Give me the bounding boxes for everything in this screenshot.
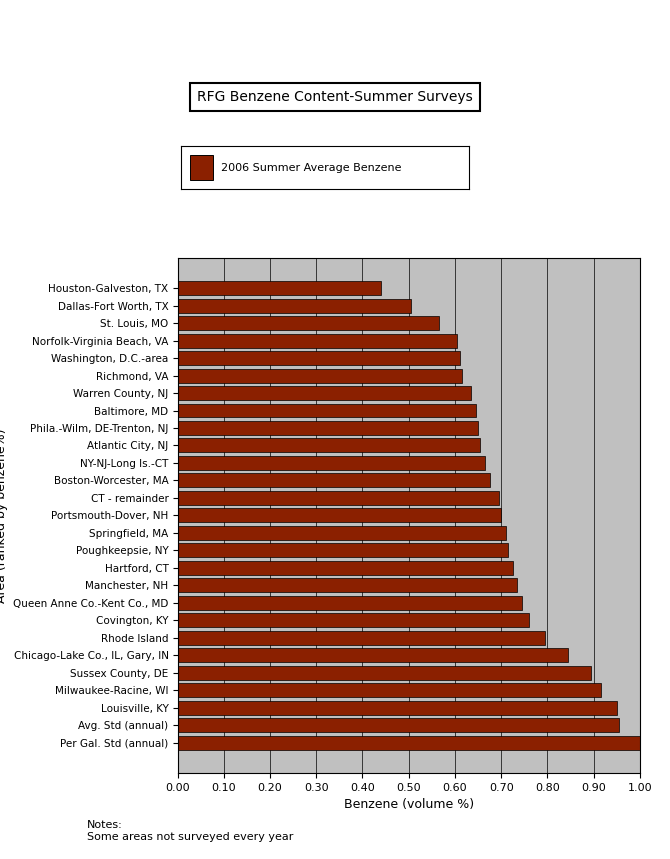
Bar bbox=[178, 316, 439, 330]
Bar bbox=[178, 281, 381, 295]
Bar bbox=[178, 351, 460, 365]
FancyBboxPatch shape bbox=[190, 155, 212, 180]
Bar bbox=[178, 718, 619, 732]
Bar bbox=[178, 613, 529, 627]
Text: 2006 Summer Average Benzene: 2006 Summer Average Benzene bbox=[221, 162, 402, 173]
Bar bbox=[178, 473, 490, 487]
Bar bbox=[178, 404, 476, 417]
Text: Notes:
Some areas not surveyed every year: Notes: Some areas not surveyed every yea… bbox=[87, 820, 293, 842]
Bar bbox=[178, 333, 457, 348]
Bar bbox=[178, 735, 640, 750]
Bar bbox=[178, 596, 522, 610]
Bar bbox=[178, 369, 462, 382]
Bar bbox=[178, 299, 411, 313]
Bar bbox=[178, 649, 568, 662]
Bar bbox=[178, 386, 471, 400]
Bar bbox=[178, 683, 600, 698]
Bar bbox=[178, 456, 485, 470]
Bar bbox=[178, 578, 517, 593]
Bar bbox=[178, 666, 592, 679]
Bar bbox=[178, 421, 478, 435]
Bar bbox=[178, 438, 480, 453]
Text: RFG Benzene Content-Summer Surveys: RFG Benzene Content-Summer Surveys bbox=[197, 89, 473, 104]
Bar bbox=[178, 544, 508, 557]
Bar bbox=[178, 701, 616, 715]
Bar bbox=[178, 526, 506, 539]
Bar bbox=[178, 491, 499, 505]
Bar bbox=[178, 561, 513, 575]
Bar bbox=[178, 509, 501, 522]
Bar bbox=[178, 631, 545, 645]
Y-axis label: Area (ranked by benzene%): Area (ranked by benzene%) bbox=[0, 428, 7, 603]
X-axis label: Benzene (volume %): Benzene (volume %) bbox=[344, 798, 474, 812]
